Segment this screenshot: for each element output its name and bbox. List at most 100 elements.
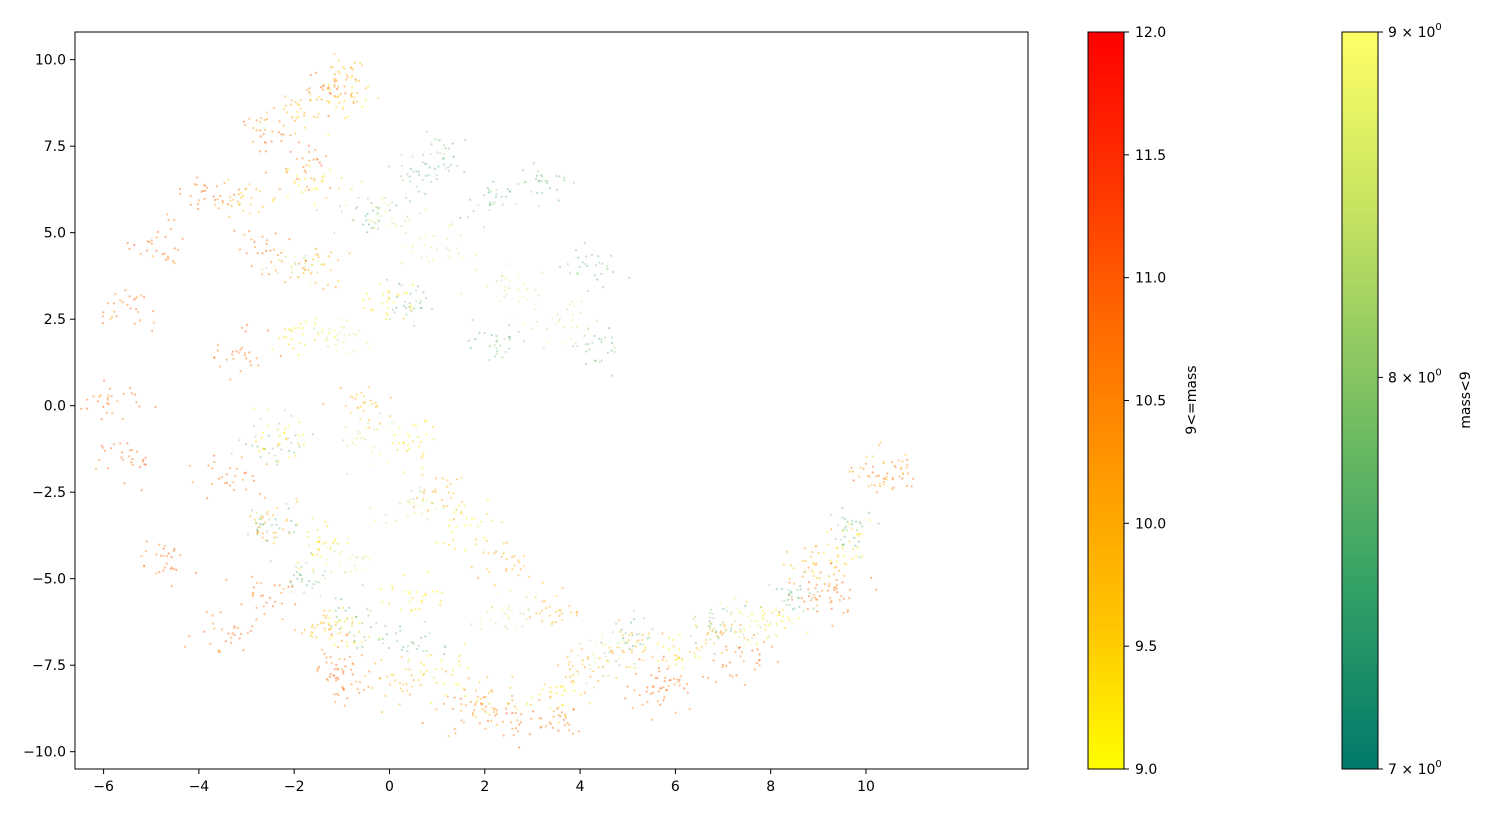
point-high-mass: [140, 555, 143, 558]
point-low-mass: [508, 287, 511, 290]
point-low-mass: [694, 615, 697, 619]
point-low-mass: [495, 193, 498, 196]
point-high-mass: [290, 99, 293, 102]
point-low-mass: [587, 289, 590, 293]
point-high-mass: [285, 167, 288, 171]
point-high-mass: [488, 713, 491, 716]
point-high-mass: [233, 193, 236, 196]
point-high-mass: [246, 631, 249, 635]
point-low-mass: [370, 202, 373, 205]
point-high-mass: [261, 532, 264, 535]
tick-exponent: 0: [1435, 367, 1441, 378]
point-low-mass: [485, 285, 489, 288]
point-high-mass: [464, 704, 467, 707]
point-low-mass: [748, 640, 751, 643]
point-high-mass: [280, 140, 283, 143]
point-high-mass: [337, 632, 340, 636]
point-high-mass: [334, 624, 337, 627]
point-high-mass: [297, 326, 300, 329]
point-high-mass: [156, 230, 160, 234]
point-high-mass: [135, 401, 138, 404]
point-low-mass: [256, 528, 259, 531]
point-high-mass: [750, 612, 754, 616]
point-low-mass: [304, 262, 307, 265]
point-high-mass: [505, 567, 508, 571]
point-high-mass: [560, 612, 563, 615]
point-low-mass: [419, 238, 422, 241]
point-low-mass: [742, 633, 745, 636]
point-high-mass: [163, 252, 166, 255]
point-high-mass: [293, 119, 297, 123]
point-high-mass: [350, 93, 353, 96]
point-high-mass: [378, 636, 381, 640]
point-high-mass: [320, 180, 323, 183]
point-high-mass: [675, 663, 678, 666]
point-high-mass: [238, 203, 241, 206]
point-low-mass: [396, 640, 399, 643]
point-low-mass: [359, 432, 362, 435]
point-low-mass: [443, 152, 446, 155]
point-high-mass: [297, 276, 300, 279]
point-low-mass: [488, 209, 491, 212]
point-high-mass: [755, 662, 759, 665]
point-low-mass: [642, 643, 645, 646]
point-low-mass: [488, 203, 492, 206]
point-low-mass: [487, 191, 490, 194]
point-low-mass: [503, 338, 506, 341]
point-high-mass: [327, 133, 330, 136]
point-low-mass: [442, 157, 446, 160]
point-low-mass: [390, 217, 393, 220]
point-low-mass: [375, 206, 378, 209]
point-high-mass: [237, 192, 241, 196]
point-high-mass: [502, 552, 505, 555]
point-high-mass: [886, 472, 889, 475]
point-high-mass: [135, 308, 138, 311]
point-high-mass: [309, 634, 312, 637]
point-low-mass: [362, 223, 365, 226]
point-low-mass: [376, 428, 379, 432]
point-high-mass: [515, 727, 518, 730]
point-high-mass: [238, 637, 241, 640]
point-high-mass: [624, 697, 627, 700]
point-high-mass: [763, 641, 766, 644]
point-high-mass: [406, 291, 409, 295]
point-high-mass: [425, 669, 428, 672]
point-high-mass: [723, 625, 726, 628]
point-high-mass: [910, 485, 913, 488]
point-low-mass: [256, 529, 259, 532]
point-low-mass: [766, 619, 769, 622]
point-low-mass: [624, 632, 627, 635]
point-low-mass: [400, 175, 403, 178]
point-high-mass: [241, 326, 244, 329]
point-low-mass: [612, 270, 615, 273]
point-low-mass: [541, 271, 544, 274]
point-high-mass: [597, 666, 600, 669]
point-high-mass: [111, 412, 114, 415]
point-low-mass: [400, 262, 403, 265]
point-high-mass: [462, 687, 465, 690]
point-high-mass: [311, 626, 314, 629]
point-high-mass: [225, 358, 228, 361]
point-low-mass: [607, 674, 610, 677]
point-high-mass: [531, 696, 534, 699]
point-high-mass: [286, 170, 289, 173]
point-high-mass: [250, 364, 253, 367]
point-high-mass: [482, 696, 485, 699]
point-high-mass: [349, 66, 352, 69]
point-low-mass: [505, 627, 509, 630]
point-high-mass: [119, 442, 122, 445]
x-axis: −6 −4 −2 0 2 4 6 8 10: [93, 769, 875, 795]
point-low-mass: [381, 642, 384, 645]
point-high-mass: [116, 400, 119, 403]
point-high-mass: [296, 102, 299, 105]
point-high-mass: [398, 294, 401, 297]
tick-exponent: 0: [1435, 759, 1441, 770]
point-high-mass: [651, 655, 654, 658]
point-high-mass: [241, 194, 244, 198]
point-high-mass: [734, 631, 737, 634]
colorbar-high-mass-tick-label: 10.5: [1135, 394, 1166, 410]
point-high-mass: [308, 150, 311, 154]
point-low-mass: [475, 253, 478, 257]
point-low-mass: [467, 339, 470, 342]
point-low-mass: [325, 562, 328, 566]
